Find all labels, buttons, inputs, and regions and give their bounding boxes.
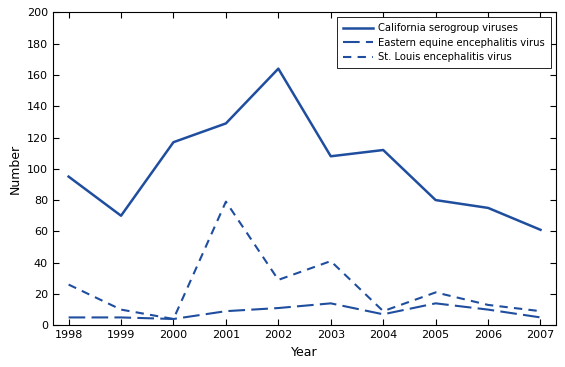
Line: California serogroup viruses: California serogroup viruses xyxy=(68,69,541,230)
Eastern equine encephalitis virus xyxy=(223,309,229,313)
Legend: California serogroup viruses, Eastern equine encephalitis virus, St. Louis encep: California serogroup viruses, Eastern eq… xyxy=(337,17,551,68)
Line: Eastern equine encephalitis virus: Eastern equine encephalitis virus xyxy=(68,304,541,319)
Eastern equine encephalitis virus xyxy=(65,315,72,320)
Eastern equine encephalitis virus xyxy=(118,315,124,320)
California serogroup viruses xyxy=(65,174,72,179)
California serogroup viruses xyxy=(118,214,124,218)
St. Louis encephalitis virus xyxy=(485,303,492,307)
Eastern equine encephalitis virus xyxy=(275,306,282,310)
California serogroup viruses xyxy=(537,228,544,232)
St. Louis encephalitis virus xyxy=(223,199,229,204)
St. Louis encephalitis virus xyxy=(327,259,334,263)
Line: St. Louis encephalitis virus: St. Louis encephalitis virus xyxy=(68,201,541,319)
Eastern equine encephalitis virus xyxy=(485,308,492,312)
Eastern equine encephalitis virus xyxy=(537,315,544,320)
St. Louis encephalitis virus xyxy=(170,317,177,321)
California serogroup viruses xyxy=(170,140,177,144)
St. Louis encephalitis virus xyxy=(537,309,544,313)
California serogroup viruses xyxy=(223,121,229,126)
St. Louis encephalitis virus xyxy=(380,309,386,313)
St. Louis encephalitis virus xyxy=(118,308,124,312)
California serogroup viruses xyxy=(327,154,334,159)
California serogroup viruses xyxy=(380,148,386,152)
St. Louis encephalitis virus xyxy=(275,278,282,282)
Eastern equine encephalitis virus xyxy=(432,301,439,306)
Y-axis label: Number: Number xyxy=(8,144,21,194)
Eastern equine encephalitis virus xyxy=(170,317,177,321)
X-axis label: Year: Year xyxy=(291,346,318,359)
California serogroup viruses xyxy=(275,66,282,71)
California serogroup viruses xyxy=(432,198,439,202)
California serogroup viruses xyxy=(485,206,492,210)
Eastern equine encephalitis virus xyxy=(380,312,386,316)
Eastern equine encephalitis virus xyxy=(327,301,334,306)
St. Louis encephalitis virus xyxy=(65,282,72,287)
St. Louis encephalitis virus xyxy=(432,290,439,295)
